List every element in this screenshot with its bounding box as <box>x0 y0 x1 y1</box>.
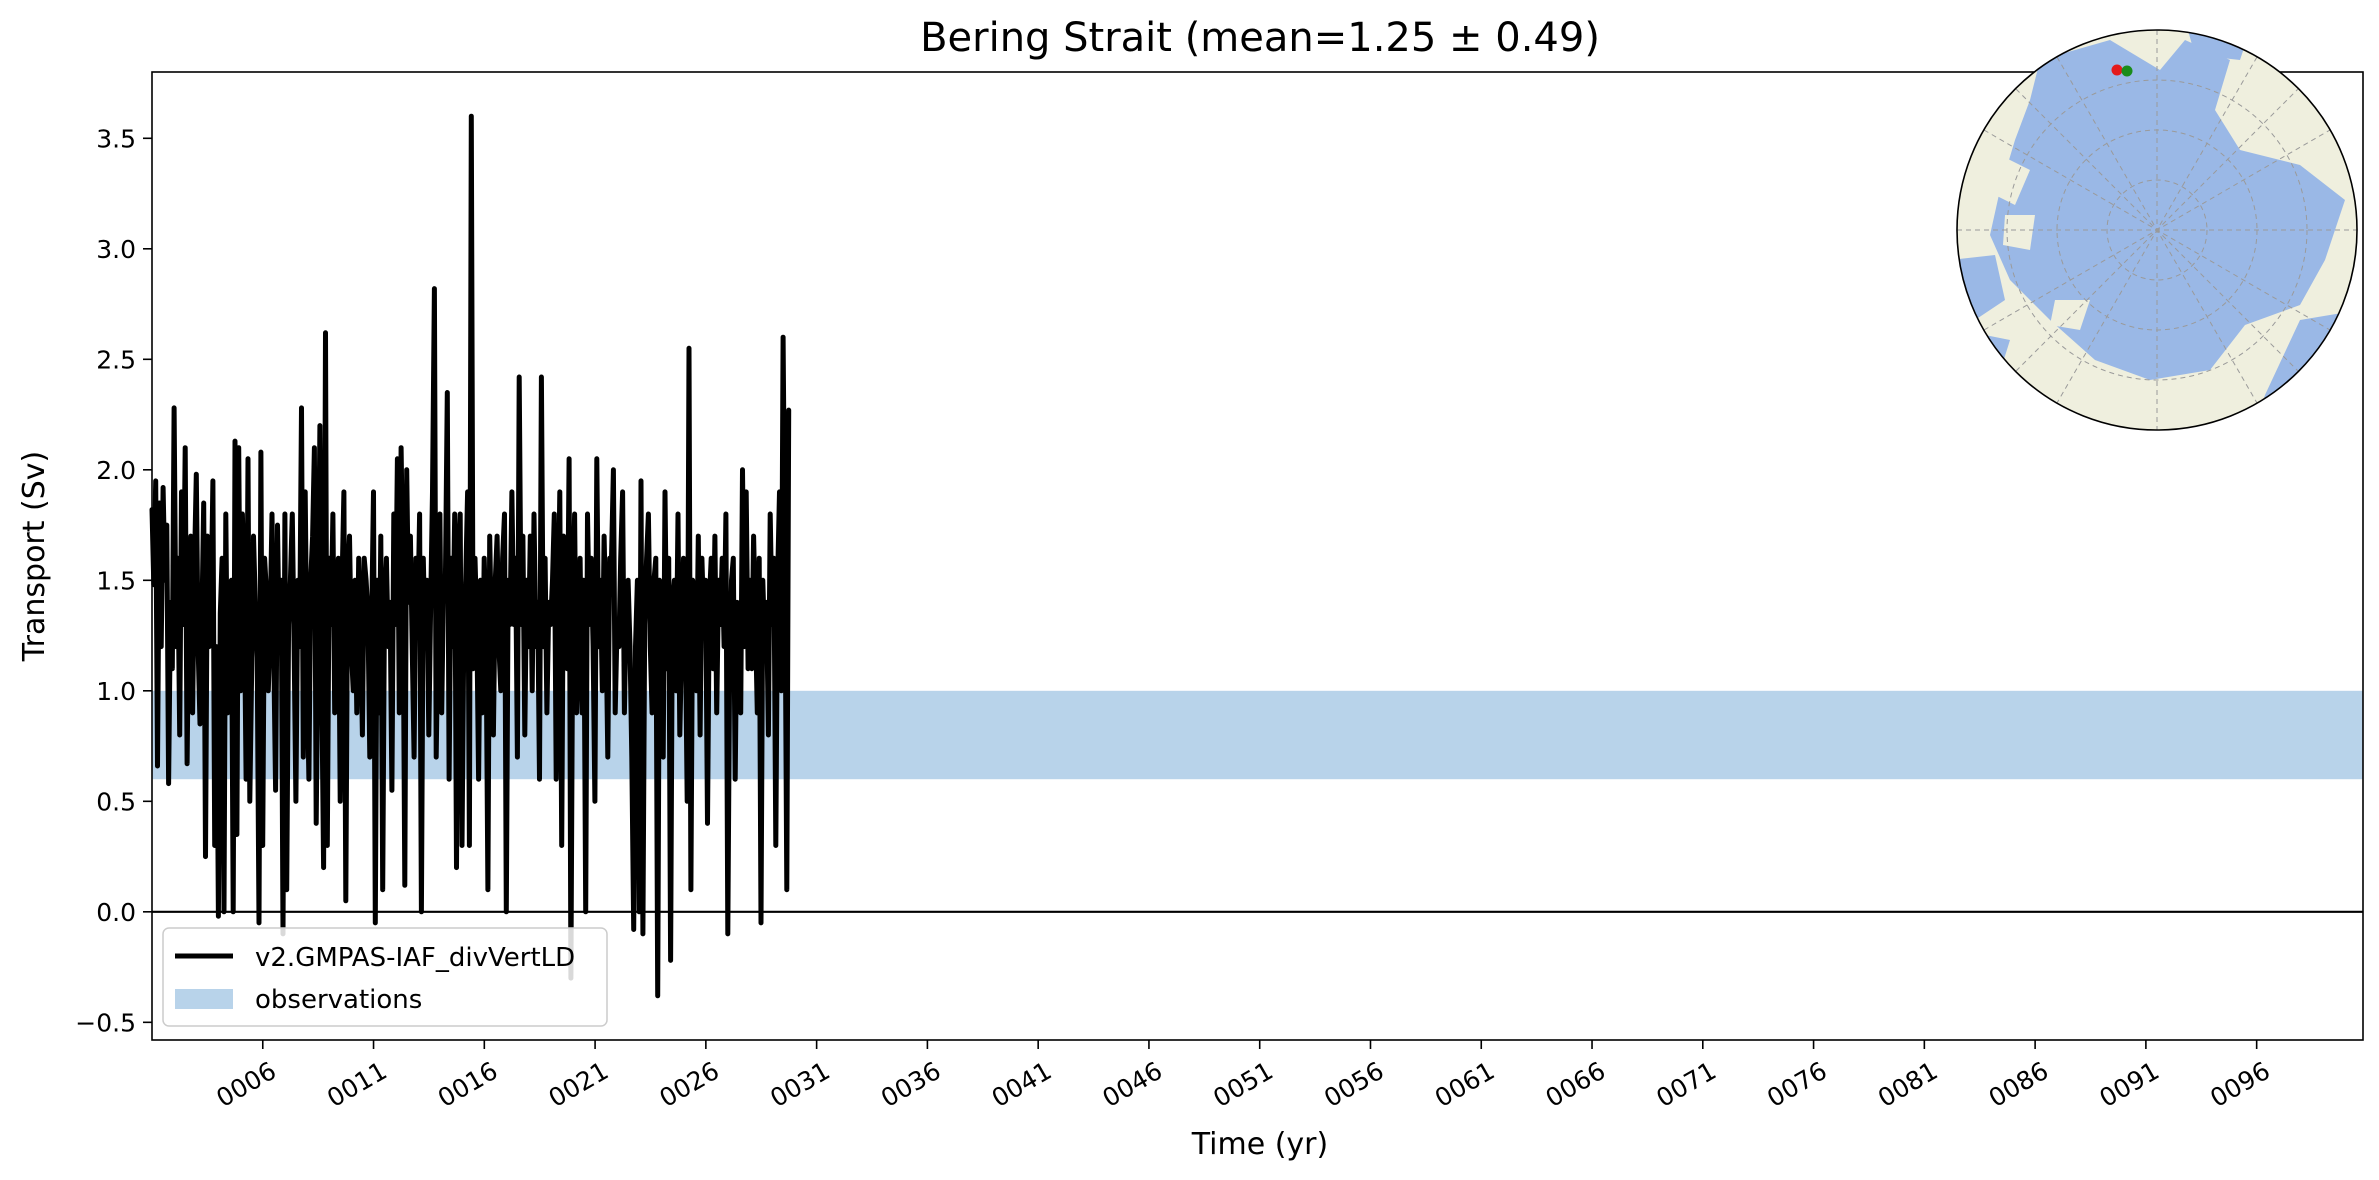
y-axis-ticks: −0.5 0.0 0.5 1.0 1.5 2.0 2.5 3.0 3.5 <box>75 124 152 1037</box>
legend-series-label: v2.GMPAS-IAF_divVertLD <box>255 943 575 973</box>
y-tick-label: −0.5 <box>75 1008 136 1037</box>
inset-map-graticule <box>1957 30 2357 430</box>
y-tick-label: 0.0 <box>96 898 136 927</box>
legend-box <box>162 927 608 1027</box>
inset-map-boundary <box>1956 29 2358 431</box>
x-axis-label: Time (yr) <box>1191 1127 1328 1162</box>
y-tick-label: 3.5 <box>96 124 136 153</box>
section-start-marker <box>2111 64 2123 76</box>
y-tick-label: 0.5 <box>96 787 136 816</box>
plot-frame <box>151 71 2364 1041</box>
y-tick-label: 1.5 <box>96 566 136 595</box>
y-tick-label: 1.0 <box>96 677 136 706</box>
legend: v2.GMPAS-IAF_divVertLD observations <box>162 927 608 1027</box>
series-group <box>149 113 792 999</box>
section-end-marker <box>2121 65 2133 77</box>
observations-band-group <box>152 690 2363 780</box>
y-tick-label: 2.5 <box>96 345 136 374</box>
y-tick-label: 2.0 <box>96 456 136 485</box>
y-axis-label: Transport (Sv) <box>17 451 52 663</box>
y-tick-label: 3.0 <box>96 235 136 264</box>
observations-band <box>152 690 2363 780</box>
chart-title: Bering Strait (mean=1.25 ± 0.49) <box>920 15 1600 61</box>
legend-observations-swatch <box>175 989 233 1009</box>
series-line-0 <box>149 113 792 999</box>
legend-observations-label: observations <box>255 985 422 1015</box>
